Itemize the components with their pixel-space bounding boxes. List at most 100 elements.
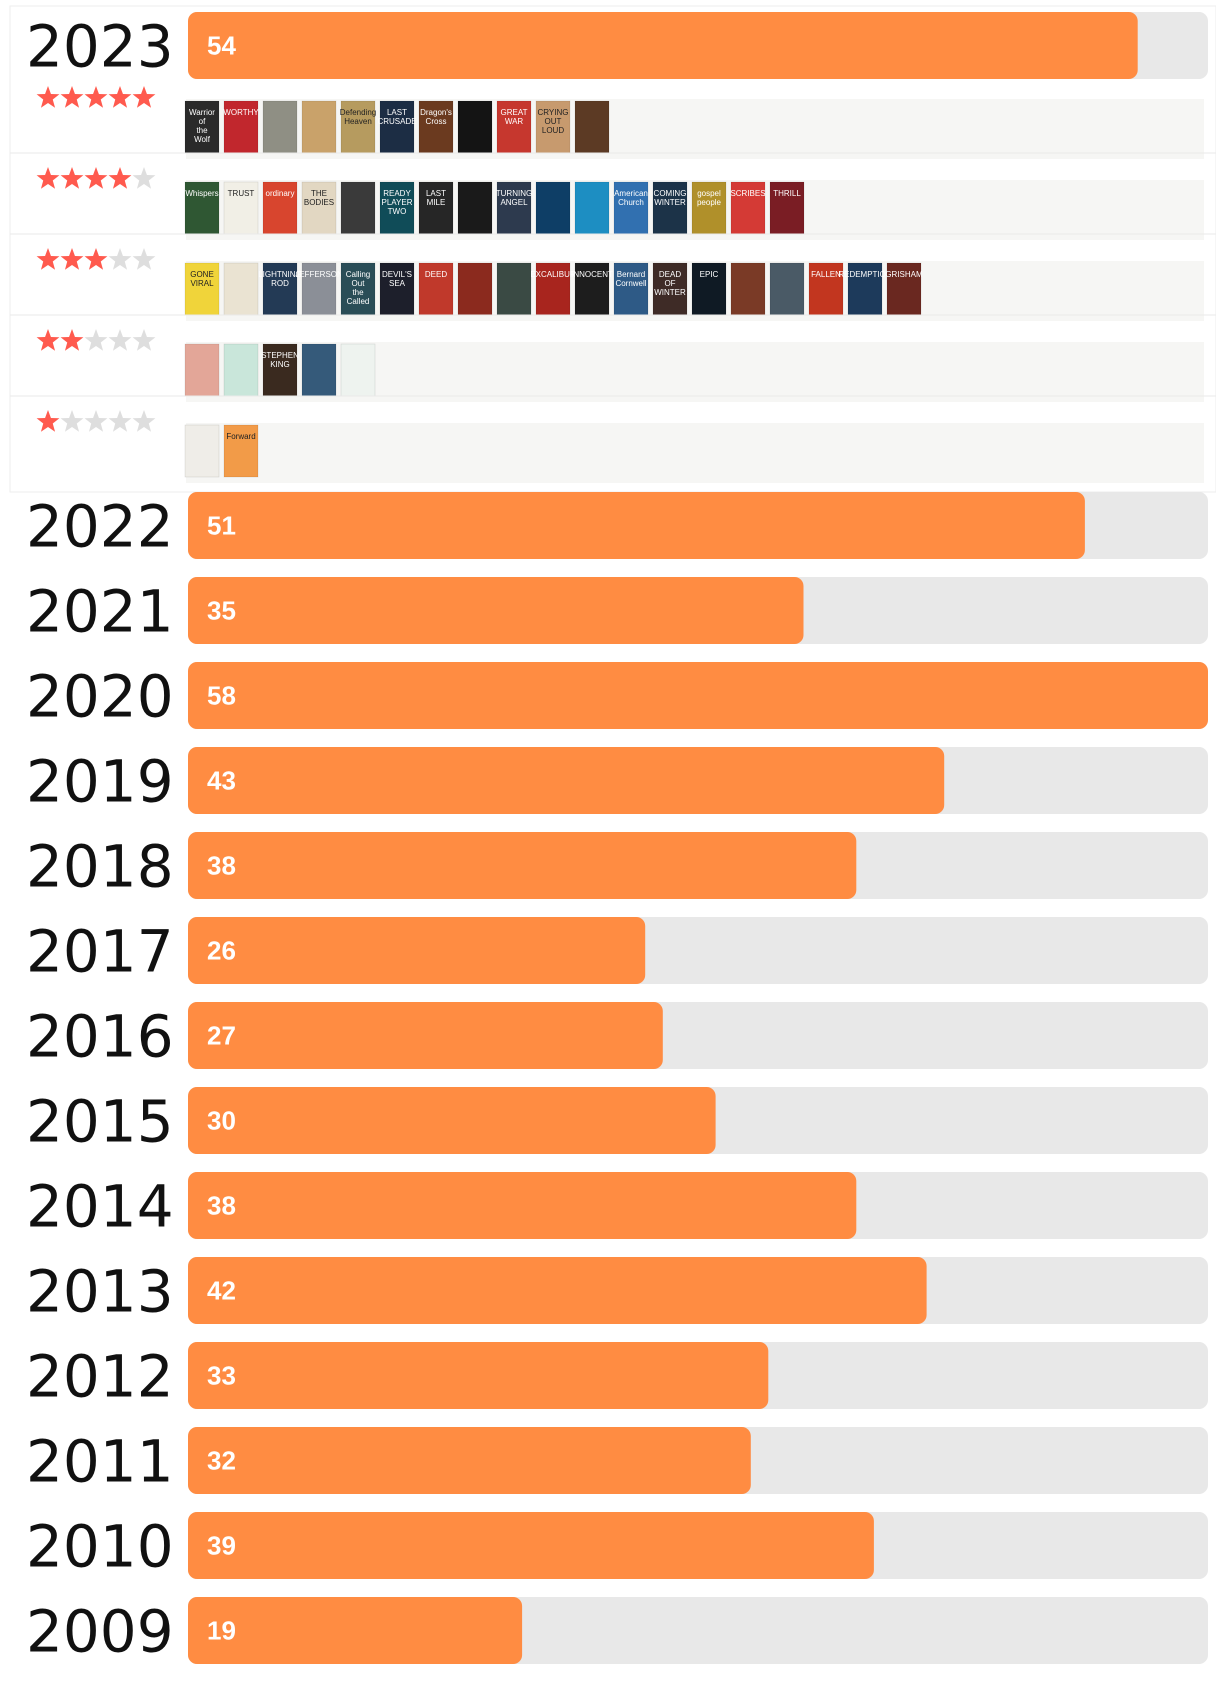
book-cover-title: GREAT bbox=[501, 108, 528, 117]
book-cover-image bbox=[418, 181, 454, 235]
year-row-2017[interactable]: 2017 26 bbox=[26, 917, 1208, 986]
book-cover[interactable] bbox=[340, 181, 376, 235]
bar[interactable] bbox=[188, 747, 945, 814]
bar-value-label: 32 bbox=[207, 1446, 236, 1476]
year-row-2021[interactable]: 2021 35 bbox=[26, 577, 1208, 646]
book-cover[interactable]: REDEMPTION bbox=[838, 262, 892, 316]
book-cover[interactable]: Whispers bbox=[184, 181, 220, 235]
book-cover[interactable]: Forward bbox=[223, 424, 259, 478]
book-cover[interactable] bbox=[223, 343, 259, 397]
book-cover[interactable] bbox=[457, 262, 493, 316]
book-cover-image bbox=[223, 181, 259, 235]
bar[interactable] bbox=[188, 1342, 769, 1409]
bar[interactable] bbox=[188, 577, 804, 644]
year-row-2016[interactable]: 2016 27 bbox=[26, 1002, 1208, 1071]
year-row-2014[interactable]: 2014 38 bbox=[26, 1172, 1208, 1241]
book-cover[interactable] bbox=[223, 262, 259, 316]
book-cover-image bbox=[262, 100, 298, 154]
book-cover[interactable]: EXCALIBUR bbox=[530, 262, 576, 316]
book-cover[interactable]: TRUST bbox=[223, 181, 259, 235]
book-cover[interactable] bbox=[262, 100, 298, 154]
book-cover[interactable]: THRILL bbox=[769, 181, 805, 235]
bar[interactable] bbox=[188, 1512, 874, 1579]
book-cover[interactable] bbox=[769, 262, 805, 316]
bar[interactable] bbox=[188, 1002, 663, 1069]
book-cover[interactable]: GRISHAM bbox=[885, 262, 923, 316]
bar[interactable] bbox=[188, 662, 1208, 729]
bar[interactable] bbox=[188, 492, 1085, 559]
year-row-2022[interactable]: 2022 51 bbox=[26, 492, 1208, 561]
book-cover[interactable] bbox=[184, 343, 220, 397]
year-row-2012[interactable]: 2012 33 bbox=[26, 1342, 1208, 1411]
year-row-2019[interactable]: 2019 43 bbox=[26, 747, 1208, 816]
star-filled-icon bbox=[108, 167, 132, 189]
year-row-2013[interactable]: 2013 42 bbox=[26, 1257, 1208, 1326]
book-cover[interactable] bbox=[730, 262, 766, 316]
book-cover[interactable] bbox=[184, 424, 220, 478]
star-empty-icon bbox=[108, 410, 132, 432]
year-row-2015[interactable]: 2015 30 bbox=[26, 1087, 1208, 1156]
book-cover[interactable]: INNOCENT bbox=[571, 262, 613, 316]
year-row-2011[interactable]: 2011 32 bbox=[26, 1427, 1208, 1496]
year-row-2023[interactable]: 2023 54 bbox=[26, 12, 1208, 81]
book-cover[interactable] bbox=[574, 100, 610, 154]
book-cover-title: REDEMPTION bbox=[838, 270, 892, 279]
bar[interactable] bbox=[188, 917, 646, 984]
bar[interactable] bbox=[188, 832, 857, 899]
book-cover[interactable]: SCRIBES bbox=[730, 181, 766, 235]
book-cover[interactable] bbox=[574, 181, 610, 235]
bar[interactable] bbox=[188, 1087, 716, 1154]
book-cover-title: Dragon's bbox=[420, 108, 452, 117]
bar-value-label: 26 bbox=[207, 936, 236, 966]
star-filled-icon bbox=[84, 86, 108, 108]
book-cover[interactable]: EPIC bbox=[691, 262, 727, 316]
star-empty-icon bbox=[108, 248, 132, 270]
book-cover-title: Whispers bbox=[185, 189, 218, 198]
bar[interactable] bbox=[188, 1257, 927, 1324]
book-cover[interactable] bbox=[457, 100, 493, 154]
year-row-2018[interactable]: 2018 38 bbox=[26, 832, 1208, 901]
bar[interactable] bbox=[188, 1427, 751, 1494]
book-cover[interactable]: ordinary bbox=[262, 181, 298, 235]
book-cover[interactable] bbox=[301, 343, 337, 397]
book-cover[interactable]: WORTHY bbox=[223, 100, 259, 154]
year-row-2009[interactable]: 2009 19 bbox=[26, 1597, 1208, 1666]
book-cover[interactable] bbox=[457, 181, 493, 235]
bar[interactable] bbox=[188, 12, 1138, 79]
book-cover[interactable]: FALLEN bbox=[808, 262, 844, 316]
book-cover[interactable] bbox=[496, 262, 532, 316]
cover-shelf bbox=[186, 423, 1204, 483]
book-cover-title: Bernard bbox=[617, 270, 645, 279]
year-row-2010[interactable]: 2010 39 bbox=[26, 1512, 1208, 1581]
book-cover[interactable] bbox=[340, 343, 376, 397]
book-cover[interactable] bbox=[535, 181, 571, 235]
book-cover-title: DEED bbox=[425, 270, 447, 279]
year-row-2020[interactable]: 2020 58 bbox=[26, 662, 1208, 731]
bar[interactable] bbox=[188, 1597, 523, 1664]
book-cover[interactable] bbox=[301, 100, 337, 154]
book-cover[interactable]: JEFFERSON bbox=[295, 262, 343, 316]
book-cover[interactable]: DEED bbox=[418, 262, 454, 316]
bar-value-label: 38 bbox=[207, 1191, 236, 1221]
bar[interactable] bbox=[188, 1172, 857, 1239]
